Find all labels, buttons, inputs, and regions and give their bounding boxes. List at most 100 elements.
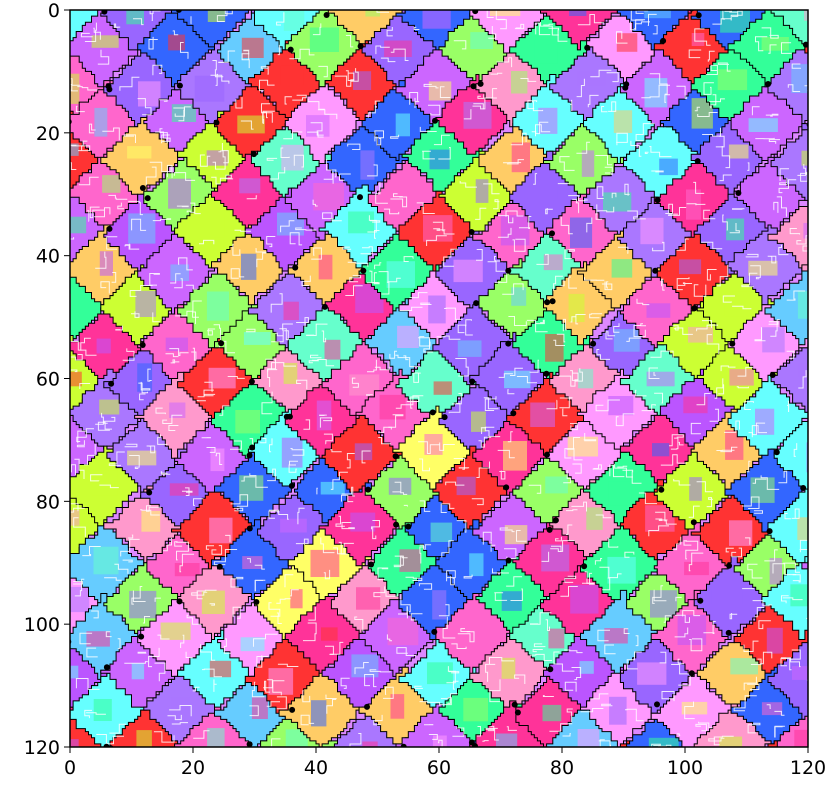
sub-boundary (232, 606, 241, 619)
sub-boundary (805, 0, 826, 8)
sub-boundary (520, 78, 537, 82)
triple-point (505, 557, 512, 564)
sub-boundary (169, 348, 189, 356)
sub-boundary (176, 541, 189, 561)
grain (106, 10, 111, 11)
grain-subregion (241, 253, 257, 280)
sub-boundary (460, 628, 471, 632)
grain-subregion (208, 367, 236, 389)
sub-boundary (375, 45, 390, 55)
grain-subregion (501, 657, 516, 679)
sub-boundary (114, 563, 129, 574)
sub-boundary (490, 541, 496, 552)
sub-boundary (455, 358, 469, 377)
sub-boundary (204, 381, 213, 393)
sub-boundary (703, 621, 716, 634)
sub-boundary (405, 576, 423, 581)
sub-boundary (678, 441, 684, 446)
sub-boundary (200, 644, 216, 661)
sub-boundary (564, 575, 577, 583)
grain-subregion (395, 113, 410, 137)
sub-boundary (695, 723, 707, 732)
sub-boundary (601, 281, 613, 291)
sub-boundary (686, 203, 706, 206)
sub-boundary (596, 2, 601, 5)
sub-boundary (173, 107, 185, 117)
grain-subregion (25, 636, 49, 653)
sub-boundary (549, 723, 573, 732)
sub-boundary (149, 161, 172, 173)
sub-boundary (820, 531, 834, 548)
sub-boundary (482, 531, 492, 545)
sub-boundary (170, 359, 180, 364)
sub-boundary (566, 437, 581, 450)
sub-boundary (510, 132, 527, 146)
sub-boundary (488, 26, 497, 39)
triple-point (688, 670, 695, 677)
grain-subregion (312, 779, 339, 791)
sub-boundary (599, 566, 622, 579)
sub-boundary (330, 471, 348, 490)
sub-boundary (389, 350, 397, 359)
sub-boundary (475, 207, 487, 220)
triple-point (364, 703, 370, 710)
sub-boundary (33, 435, 42, 440)
sub-boundary (24, 581, 32, 591)
sub-boundary (52, 314, 61, 315)
sub-boundary (563, 470, 572, 484)
sub-boundary (230, 576, 244, 588)
sub-boundary (433, 134, 450, 146)
sub-boundary (145, 166, 157, 185)
sub-boundary (284, 574, 294, 588)
sub-boundary (560, 586, 578, 597)
sub-boundary (124, 443, 138, 448)
x-tick-label: 20 (181, 757, 205, 779)
sub-boundary (799, 539, 808, 553)
sub-boundary (498, 215, 514, 224)
sub-boundary (70, 369, 78, 373)
grain (70, 107, 80, 125)
grain-subregion (136, 730, 152, 747)
grain-subregion (501, 591, 522, 611)
sub-boundary (829, 64, 834, 71)
triple-point (248, 378, 255, 385)
sub-boundary (594, 558, 603, 565)
sub-boundary (688, 49, 702, 59)
grain-subregion (511, 287, 527, 306)
sub-boundary (42, 733, 50, 736)
sub-boundary (58, 329, 69, 331)
sub-boundary (592, 464, 602, 470)
sub-boundary (383, 686, 394, 699)
grain-subregion (691, 33, 705, 46)
grain-subregion (209, 517, 233, 544)
sub-boundary (17, 22, 28, 31)
sub-boundary (276, 696, 287, 710)
grain-subregion (766, 627, 783, 654)
sub-boundary (644, 151, 649, 154)
sub-boundary (654, 392, 663, 404)
sub-boundary (661, 278, 665, 291)
sub-boundary (192, 686, 200, 692)
triple-point (429, 409, 436, 416)
triple-point (400, 743, 407, 747)
triple-point (590, 340, 597, 347)
sub-boundary (690, 422, 701, 435)
sub-boundary (556, 333, 566, 343)
sub-boundary (673, 478, 691, 486)
sub-boundary (712, 18, 732, 25)
grain-subregion (235, 410, 260, 434)
grain-subregion (640, 217, 664, 245)
sub-boundary (627, 210, 646, 220)
sub-boundary (550, 548, 562, 552)
grain-subregion (70, 216, 87, 234)
sub-boundary (626, 337, 641, 342)
sub-boundary (155, 407, 166, 415)
sub-boundary (514, 23, 525, 30)
sub-boundary (101, 780, 108, 786)
sub-boundary (104, 577, 122, 581)
sub-boundary (312, 199, 318, 207)
sub-boundary (649, 146, 672, 158)
grain (807, 190, 808, 198)
grain-subregion (285, 729, 308, 747)
sub-boundary (414, 685, 423, 689)
